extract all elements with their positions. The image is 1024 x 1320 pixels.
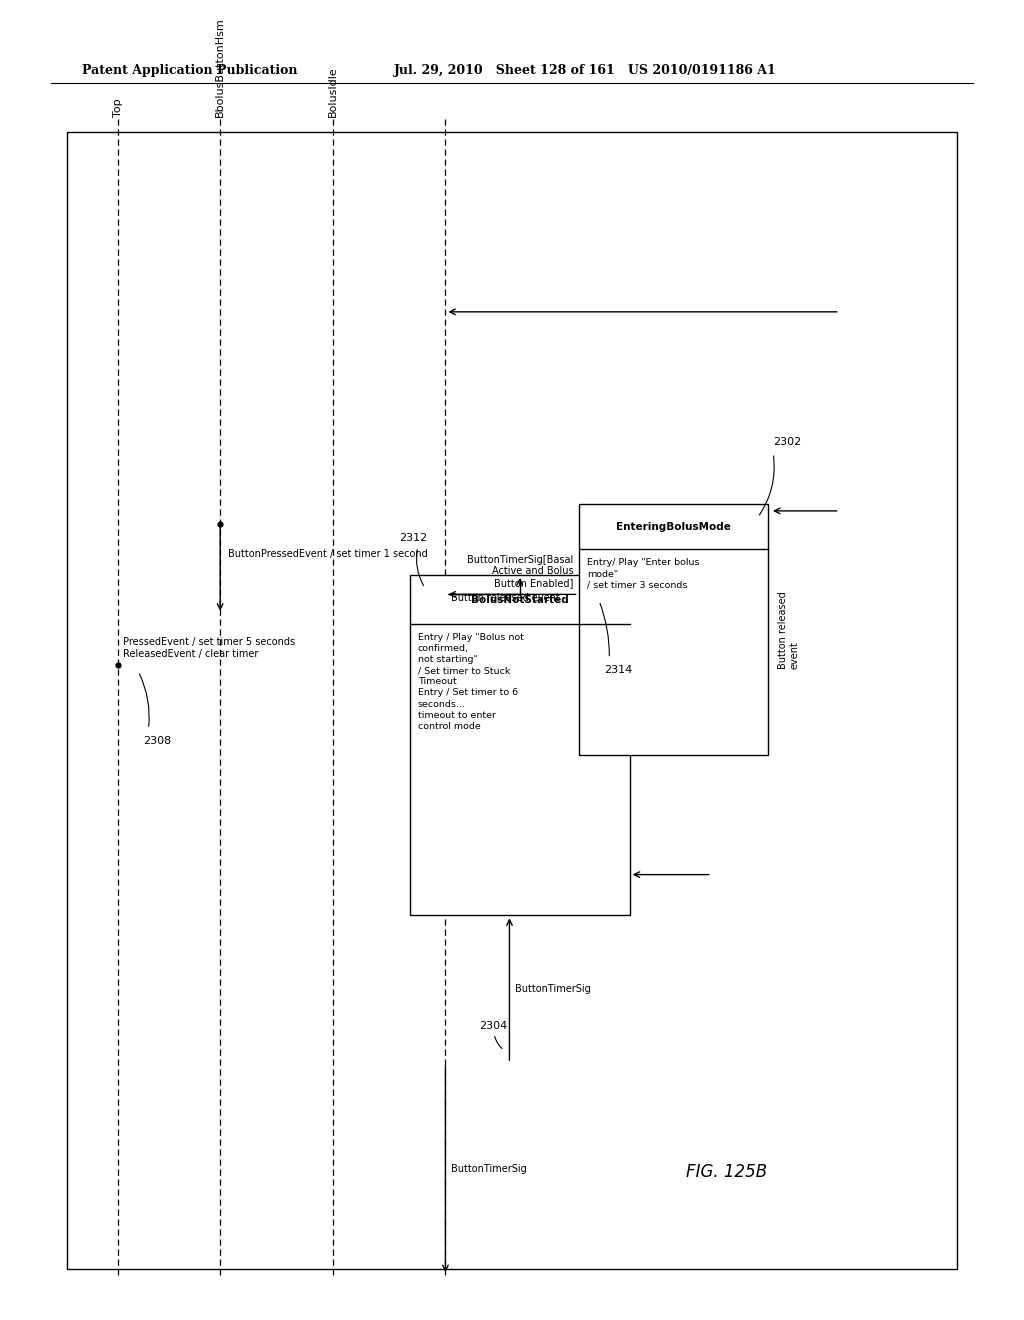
Text: BbolusButtonHsm: BbolusButtonHsm (215, 17, 225, 116)
Text: Patent Application Publication: Patent Application Publication (82, 63, 297, 77)
FancyBboxPatch shape (579, 504, 768, 755)
Text: Button released event: Button released event (451, 593, 559, 603)
Text: PressedEvent / set timer 5 seconds
ReleasedEvent / clear timer: PressedEvent / set timer 5 seconds Relea… (123, 638, 295, 659)
FancyBboxPatch shape (410, 576, 630, 916)
Text: BolusNotStarted: BolusNotStarted (471, 594, 568, 605)
Text: Entry/ Play "Enter bolus
mode"
/ set timer 3 seconds: Entry/ Play "Enter bolus mode" / set tim… (587, 558, 699, 590)
Text: EnteringBolusMode: EnteringBolusMode (615, 521, 731, 532)
Text: ButtonTimerSig: ButtonTimerSig (451, 1164, 526, 1173)
Text: 2304: 2304 (479, 1022, 507, 1031)
Text: BolusIdle: BolusIdle (328, 66, 338, 116)
Text: Jul. 29, 2010   Sheet 128 of 161   US 2010/0191186 A1: Jul. 29, 2010 Sheet 128 of 161 US 2010/0… (394, 63, 777, 77)
Text: Top: Top (113, 98, 123, 116)
Text: ButtonTimerSig: ButtonTimerSig (515, 985, 590, 994)
Text: FIG. 125B: FIG. 125B (686, 1163, 767, 1181)
Text: 2308: 2308 (143, 735, 172, 746)
Text: 2312: 2312 (399, 533, 428, 543)
Text: Entry / Play "Bolus not
confirmed,
not starting"
/ Set timer to Stuck
Timeout
En: Entry / Play "Bolus not confirmed, not s… (418, 632, 523, 731)
Text: 2302: 2302 (773, 437, 802, 446)
Text: 2314: 2314 (604, 665, 633, 675)
Text: Button released
event: Button released event (778, 591, 800, 668)
Text: ButtonPressedEvent / set timer 1 second: ButtonPressedEvent / set timer 1 second (228, 549, 428, 560)
Text: ButtonTimerSig[Basal
Active and Bolus
Button Enabled]: ButtonTimerSig[Basal Active and Bolus Bu… (467, 554, 573, 587)
